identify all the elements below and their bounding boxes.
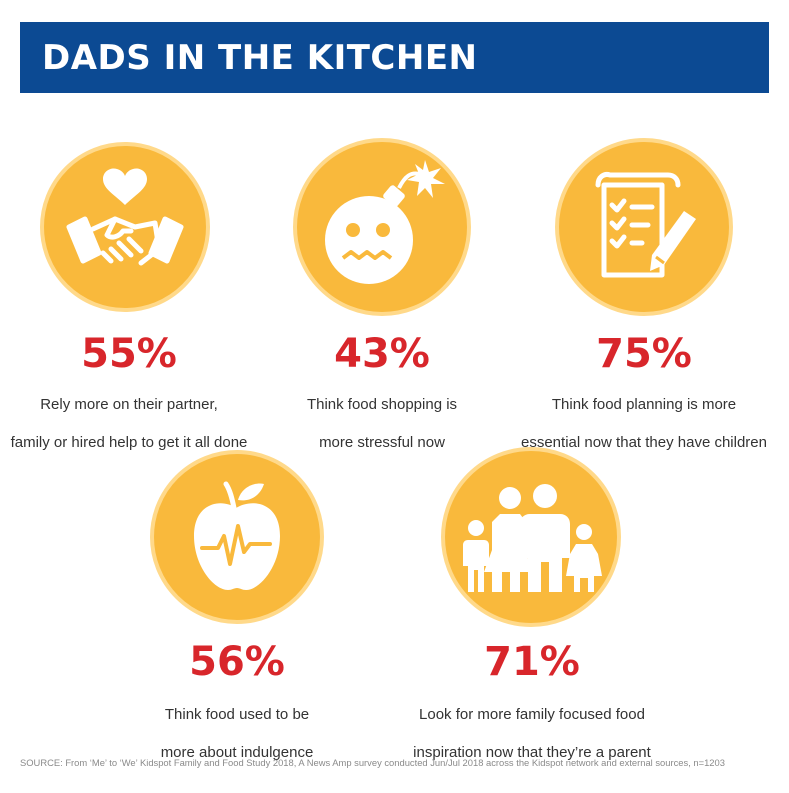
- handshake-heart-icon: [66, 168, 184, 266]
- page-title: DADS IN THE KITCHEN: [42, 37, 478, 78]
- stat-description-3-line2: essential now that they have children: [521, 434, 767, 451]
- stat-circle-2: [293, 138, 471, 316]
- checklist-pencil-icon: [595, 172, 696, 278]
- source-note: SOURCE: From ‘Me’ to ‘We’ Kidspot Family…: [20, 757, 725, 768]
- stat-circle-4: [150, 450, 324, 624]
- stat-description-2: Think food shopping is more stressful no…: [232, 376, 532, 452]
- stat-description-1-line2: family or hired help to get it all done: [10, 434, 248, 451]
- stressed-bomb-icon: [325, 160, 445, 284]
- stat-description-3-line1: Think food planning is more: [551, 396, 737, 413]
- stat-description-4-line2: more about indulgence: [160, 744, 314, 761]
- apple-heartbeat-icon: [194, 481, 280, 590]
- stat-circle-3: [555, 138, 733, 316]
- title-banner: DADS IN THE KITCHEN: [20, 22, 769, 93]
- stat-circle-1: [40, 142, 210, 312]
- stat-description-5-line1: Look for more family focused food: [419, 706, 645, 723]
- stat-description-2-line2: more stressful now: [319, 434, 445, 451]
- stat-description-4: Think food used to be more about indulge…: [87, 686, 387, 762]
- stat-percent-5: 71%: [484, 639, 580, 685]
- stat-percent-4: 56%: [189, 639, 285, 685]
- stat-percent-1: 55%: [81, 331, 177, 377]
- stat-description-5: Look for more family focused food inspir…: [382, 686, 682, 762]
- stat-description-1: Rely more on their partner, family or hi…: [0, 376, 279, 452]
- stat-description-4-line1: Think food used to be: [164, 706, 310, 723]
- stat-percent-3: 75%: [596, 331, 692, 377]
- stat-circle-5: [441, 447, 621, 627]
- stat-description-3: Think food planning is more essential no…: [494, 376, 789, 452]
- stat-percent-2: 43%: [334, 331, 430, 377]
- stat-description-5-line2: inspiration now that they’re a parent: [413, 744, 651, 761]
- stat-description-2-line1: Think food shopping is: [306, 396, 458, 413]
- stat-description-1-line1: Rely more on their partner,: [40, 396, 218, 413]
- family-icon: [463, 484, 602, 592]
